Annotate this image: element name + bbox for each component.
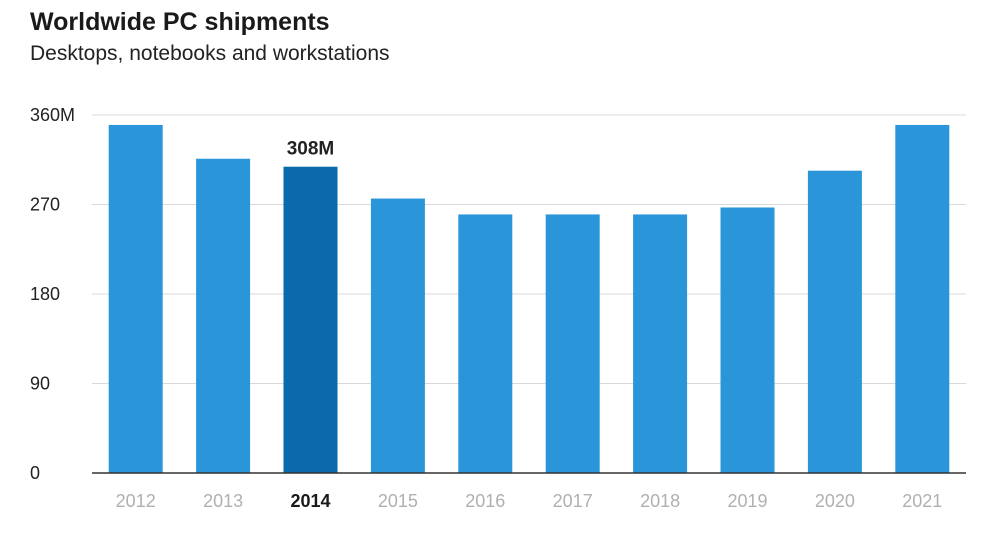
x-tick-label: 2014 (290, 491, 330, 511)
x-tick-label: 2020 (815, 491, 855, 511)
data-label: 308M (287, 139, 335, 160)
bar-2017 (545, 214, 600, 473)
x-axis: 2012 2013 2014 2015 2016 2017 2018 2019 2020 2021 (92, 472, 966, 511)
bars (108, 124, 950, 474)
chart-subtitle: Desktops, notebooks and workstations (30, 42, 390, 65)
x-tick-label: 2019 (727, 491, 767, 511)
bar-2019 (720, 207, 775, 473)
data-labels: 308M (287, 139, 335, 160)
x-tick-label: 2016 (465, 491, 505, 511)
y-tick-label: 0 (30, 463, 40, 483)
y-tick-label: 270 (30, 195, 60, 215)
bar-2014 (283, 166, 338, 473)
y-tick-label: 180 (30, 284, 60, 304)
x-tick-label: 2017 (553, 491, 593, 511)
bar-2016 (458, 214, 513, 473)
bar-2015 (370, 198, 425, 474)
x-tick-label: 2012 (116, 491, 156, 511)
bar-2013 (196, 158, 251, 473)
y-tick-label: 360M (30, 105, 75, 125)
x-tick-label: 2015 (378, 491, 418, 511)
chart-title: Worldwide PC shipments (30, 8, 330, 36)
bar-2020 (807, 170, 862, 473)
y-tick-label: 90 (30, 374, 50, 394)
x-tick-label: 2013 (203, 491, 243, 511)
x-tick-label: 2021 (902, 491, 942, 511)
bar-2018 (633, 214, 688, 473)
bar-2021 (895, 124, 950, 473)
bar-2012 (108, 124, 163, 473)
y-axis: 0 90 180 270 360M (30, 105, 75, 483)
x-tick-label: 2018 (640, 491, 680, 511)
